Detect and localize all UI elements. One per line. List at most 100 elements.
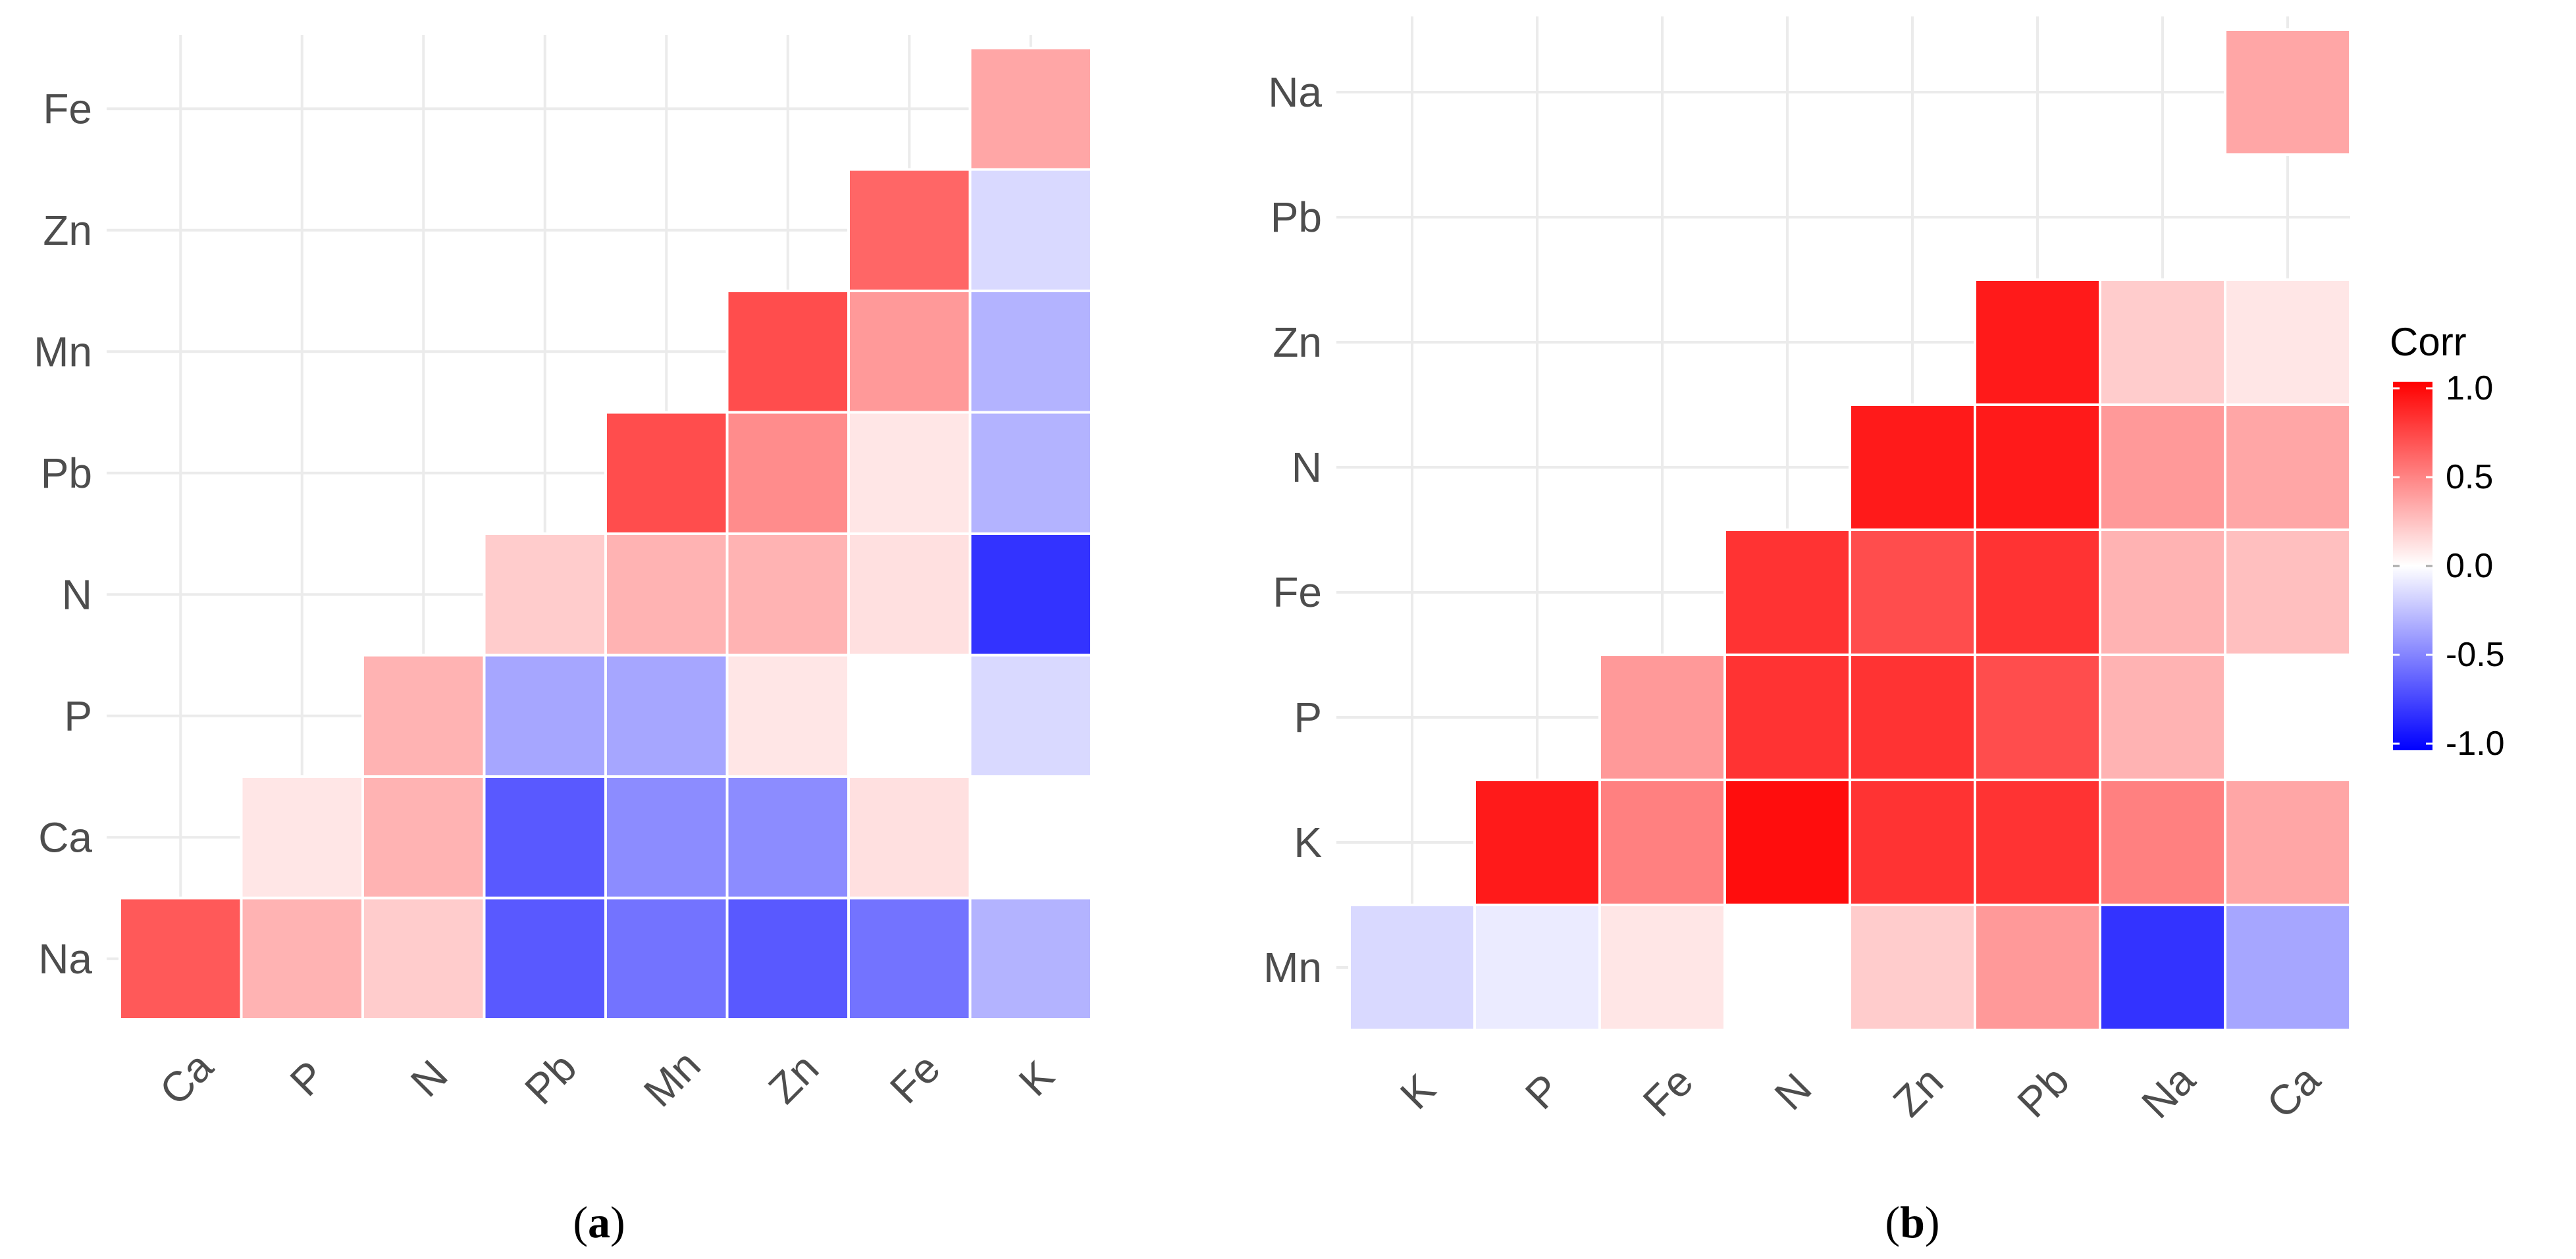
heatmap-cell-fe-mn — [1598, 904, 1726, 1031]
heatmap-cell-p-k — [1473, 779, 1601, 906]
heatmap-cell-na-p — [2099, 654, 2226, 781]
heatmap-panel-a: Na Ca P N Pb Mn Zn Fe Ca P N Pb Mn Zn Fe K — [34, 35, 1093, 1116]
legend-tick-label: 1.0 — [2446, 369, 2493, 407]
heatmap-cell-zn-mn — [1849, 904, 1976, 1031]
heatmap-cell-ca-k — [2224, 779, 2352, 906]
x-tick-label: Na — [2132, 1056, 2204, 1127]
heatmap-cell-fe-mn — [847, 290, 972, 414]
x-tick-label: Pb — [515, 1043, 585, 1113]
heatmap-cell-mn-n — [604, 532, 729, 657]
y-tick-label: Pb — [41, 450, 92, 497]
heatmap-cell-na-mn — [2099, 904, 2226, 1031]
x-tick-label: P — [281, 1052, 334, 1105]
x-tick-label: Fe — [881, 1044, 949, 1113]
heatmap-cells — [1348, 28, 2352, 1031]
heatmap-cell-pb-n — [483, 532, 607, 657]
heatmap-cell-ca-fe — [2224, 528, 2352, 656]
heatmap-cell-ca-zn — [2224, 278, 2352, 406]
heatmap-cell-na-n — [2099, 403, 2226, 531]
heatmap-cell-ca-na — [2224, 28, 2352, 156]
heatmap-cell-k-n — [968, 532, 1093, 657]
heatmap-cell-pb-na — [483, 896, 607, 1021]
x-tick-label: P — [1516, 1065, 1569, 1118]
heatmap-cell-k-fe — [968, 47, 1093, 171]
x-tick-label: K — [1010, 1052, 1063, 1105]
heatmap-cell-na-zn — [2099, 278, 2226, 406]
x-tick-label: Pb — [2008, 1056, 2078, 1126]
heatmap-cell-zn-na — [725, 896, 850, 1021]
x-tick-label: Zn — [1884, 1058, 1953, 1126]
y-tick-label: Zn — [43, 207, 92, 254]
heatmap-cell-k-mn — [1348, 904, 1476, 1031]
x-tick-label: Ca — [150, 1042, 222, 1114]
heatmap-cell-k-mn — [968, 290, 1093, 414]
heatmap-cell-ca-p — [2224, 654, 2352, 781]
heatmap-cell-zn-fe — [1849, 528, 1976, 656]
x-tick-label: Zn — [759, 1044, 828, 1113]
legend-tick-label: 0.0 — [2446, 547, 2493, 585]
heatmap-panel-b: Mn K P Fe N Zn Pb Na K P Fe N Zn Pb Na Ca — [1263, 16, 2352, 1127]
heatmap-cell-ca-n — [2224, 403, 2352, 531]
heatmap-cell-fe-p — [847, 654, 972, 778]
heatmap-cell-na-k — [2099, 779, 2226, 906]
heatmap-cell-k-na — [968, 896, 1093, 1021]
heatmap-cell-na-fe — [2099, 528, 2226, 656]
legend-tick-label: -1.0 — [2446, 725, 2505, 763]
heatmap-cell-zn-n — [1849, 403, 1976, 531]
y-tick-label: K — [1294, 819, 1322, 866]
heatmap-cell-mn-na — [604, 896, 729, 1021]
y-tick-label: P — [64, 692, 92, 740]
heatmap-cell-fe-na — [847, 896, 972, 1021]
legend-title: Corr — [2390, 320, 2467, 364]
y-tick-label: N — [1292, 444, 1322, 491]
heatmap-cell-pb-p — [1974, 654, 2101, 781]
heatmap-cell-p-ca — [240, 775, 364, 900]
heatmap-cell-p-na — [240, 896, 364, 1021]
x-tick-label: Ca — [2257, 1056, 2329, 1127]
x-tick-label: N — [1766, 1064, 1821, 1119]
heatmap-cell-p-mn — [1473, 904, 1601, 1031]
heatmap-cell-mn-p — [604, 654, 729, 778]
heatmap-cell-n-p — [361, 654, 486, 778]
heatmap-cell-pb-fe — [1974, 528, 2101, 656]
y-tick-label: Mn — [1263, 944, 1322, 991]
heatmap-cell-zn-n — [725, 532, 850, 657]
legend-tick-label: -0.5 — [2446, 636, 2505, 674]
panel-caption-b: (b) — [1885, 1197, 1939, 1247]
heatmap-cell-pb-k — [1974, 779, 2101, 906]
heatmap-cells — [118, 47, 1093, 1021]
x-tick-label: Fe — [1634, 1058, 1702, 1126]
heatmap-cell-n-na — [361, 896, 486, 1021]
heatmap-cell-n-mn — [1723, 904, 1851, 1031]
y-tick-label: Fe — [43, 85, 92, 132]
heatmap-cell-n-k — [1723, 779, 1851, 906]
heatmap-cell-k-ca — [968, 775, 1093, 900]
x-tick-label: K — [1391, 1065, 1444, 1118]
heatmap-cell-fe-k — [1598, 779, 1726, 906]
heatmap-cell-n-p — [1723, 654, 1851, 781]
heatmap-cell-pb-zn — [1974, 278, 2101, 406]
panel-caption-a: (a) — [573, 1197, 625, 1247]
heatmap-cell-fe-p — [1598, 654, 1726, 781]
heatmap-cell-fe-n — [847, 532, 972, 657]
heatmap-cell-pb-n — [1974, 403, 2101, 531]
heatmap-cell-zn-p — [1849, 654, 1976, 781]
heatmap-cell-fe-pb — [847, 411, 972, 535]
heatmap-cell-mn-ca — [604, 775, 729, 900]
heatmap-cell-zn-pb — [725, 411, 850, 535]
heatmap-cell-pb-ca — [483, 775, 607, 900]
y-tick-label: Pb — [1271, 193, 1322, 241]
heatmap-cell-n-fe — [1723, 528, 1851, 656]
legend-tick-marks — [2393, 387, 2432, 745]
heatmap-cell-fe-zn — [847, 168, 972, 292]
y-tick-label: Zn — [1273, 319, 1322, 366]
heatmap-cell-k-pb — [968, 411, 1093, 535]
y-tick-label: Na — [38, 935, 92, 983]
x-tick-label: N — [402, 1051, 457, 1106]
x-tick-label: Mn — [635, 1041, 710, 1116]
y-tick-label: Na — [1268, 68, 1322, 116]
heatmap-cell-mn-pb — [604, 411, 729, 535]
legend-tick-label: 0.5 — [2446, 458, 2493, 496]
color-legend: Corr 1.0 0.5 0.0 -0.5 -1.0 — [2390, 320, 2505, 763]
